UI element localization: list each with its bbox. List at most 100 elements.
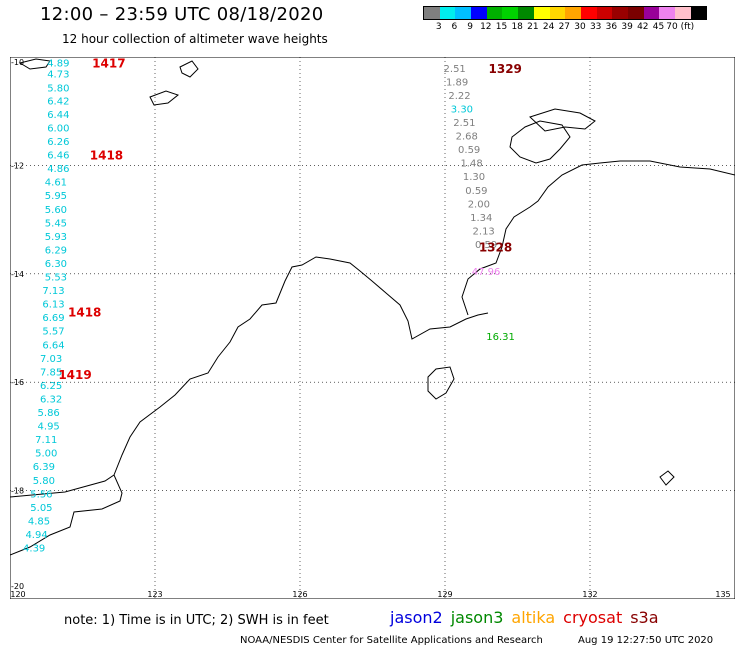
wave-height-reading: 0.59 — [465, 186, 487, 197]
wave-height-reading: 2.51 — [444, 64, 466, 75]
lon-tick-label: 120 — [10, 590, 25, 599]
wave-height-reading: 1.34 — [470, 213, 492, 224]
wave-height-reading: 1.89 — [446, 77, 468, 88]
pass-number-label: 1418 — [90, 149, 123, 163]
pass-number-label: 1419 — [58, 368, 91, 382]
wave-height-reading: 6.29 — [45, 245, 67, 256]
coastline-island-north-1 — [179, 60, 199, 78]
legend-label: 70 (ft) — [666, 22, 695, 32]
wave-height-reading: 4.89 — [47, 58, 69, 69]
satellite-legend-s3a: s3a — [630, 608, 659, 627]
pass-number-label: 1417 — [92, 57, 125, 70]
legend-label: 6 — [451, 22, 458, 32]
lat-tick-label: -14 — [11, 270, 24, 279]
wave-height-reading: 7.11 — [35, 435, 57, 446]
wave-height-reading: 3.30 — [451, 104, 473, 115]
legend-label: 42 — [637, 22, 649, 32]
wave-height-reading: 2.22 — [448, 91, 470, 102]
wave-height-reading: 6.42 — [47, 96, 69, 107]
wave-height-reading: 5.45 — [45, 218, 67, 229]
legend-swatch — [549, 7, 566, 19]
lat-tick-label: -20 — [11, 582, 24, 591]
legend-labels: 3 6 9 12 15 18 21 24 27 30 33 36 39 42 45 70 (ft) — [423, 20, 707, 32]
coastline-island-south — [659, 470, 675, 486]
satellite-legend-jason2: jason2 — [390, 608, 443, 627]
pass-number-label: 1418 — [68, 306, 101, 320]
legend-label: 12 — [480, 22, 492, 32]
wave-height-reading: 4.95 — [38, 422, 60, 433]
wave-height-reading: 7.85 — [40, 367, 62, 378]
wave-height-reading: 5.80 — [47, 83, 69, 94]
legend-label: 30 — [574, 22, 586, 32]
wave-height-reading: 2.51 — [453, 118, 475, 129]
axis-tick-labels: 120 123 126 129 132 135 -10 -12 -14 -16 -18 -20 — [10, 58, 730, 599]
wave-height-reading: 0.59 — [475, 240, 497, 251]
wave-height-reading: 4.85 — [28, 516, 50, 527]
legend-swatch — [486, 7, 503, 19]
legend-swatch — [612, 7, 628, 19]
legend-swatch — [533, 7, 550, 19]
legend-label: 27 — [558, 22, 571, 32]
page-title: 12:00 – 23:59 UTC 08/18/2020 — [40, 4, 324, 25]
wave-height-reading: 4.61 — [45, 178, 67, 189]
lat-tick-label: -10 — [11, 58, 24, 67]
wave-height-reading: 4.94 — [25, 530, 47, 541]
wave-height-reading: 0.59 — [458, 145, 480, 156]
wave-height-reading: 47.96 — [472, 267, 501, 278]
lon-tick-label: 129 — [437, 590, 452, 599]
wave-height-reading: 6.46 — [47, 151, 69, 162]
wave-height-color-legend: 3 6 9 12 15 18 21 24 27 30 33 36 39 42 45 70 (ft) — [423, 6, 708, 32]
wave-height-reading: 16.31 — [486, 332, 515, 343]
wave-height-reading: 6.00 — [47, 123, 69, 134]
legend-swatch — [518, 7, 534, 19]
legend-label: 3 — [435, 22, 442, 32]
legend-swatch — [627, 7, 644, 19]
wave-height-reading: 4.39 — [23, 544, 45, 555]
footer-note: note: 1) Time is in UTC; 2) SWH is in fe… — [64, 613, 329, 628]
legend-swatch — [565, 7, 581, 19]
wave-height-reading: 5.95 — [45, 191, 67, 202]
coastline-melville-island — [529, 108, 596, 132]
wave-height-reading: 2.00 — [468, 199, 490, 210]
legend-swatches — [423, 6, 708, 20]
satellite-legend: jason2 jason3 altika cryosat s3a — [390, 608, 667, 627]
wave-height-reading: 5.05 — [30, 503, 52, 514]
legend-swatch — [424, 7, 440, 19]
satellite-legend-jason3: jason3 — [450, 608, 504, 627]
legend-label: 33 — [589, 22, 602, 32]
credit-timestamp: Aug 19 12:27:50 UTC 2020 — [578, 635, 714, 646]
wave-height-reading: 6.39 — [33, 462, 55, 473]
legend-label: 21 — [527, 22, 539, 32]
credit-line: NOAA/NESDIS Center for Satellite Applica… — [240, 635, 543, 646]
wave-height-reading: 6.30 — [45, 259, 67, 270]
pass-labels: 1417 1418 1418 1419 1329 1328 — [58, 57, 522, 382]
lat-tick-label: -16 — [11, 378, 24, 387]
lon-tick-label: 132 — [582, 590, 597, 599]
wave-height-reading: 2.13 — [473, 226, 495, 237]
legend-swatch — [690, 7, 707, 19]
legend-swatch — [502, 7, 519, 19]
wave-height-reading: 5.60 — [45, 205, 67, 216]
legend-label: 9 — [467, 22, 473, 32]
wave-height-reading: 5.00 — [35, 449, 57, 460]
coastline-island-west — [18, 58, 51, 70]
satellite-legend-altika: altika — [511, 608, 556, 627]
coastline-mainland — [10, 160, 735, 556]
wave-height-reading: 6.26 — [47, 137, 69, 148]
satellite-legend-cryosat: cryosat — [563, 608, 623, 627]
lon-tick-label: 135 — [715, 590, 730, 599]
legend-label: 36 — [605, 22, 618, 32]
pass-number-label: 1329 — [489, 62, 522, 76]
legend-swatch — [439, 7, 456, 19]
wave-height-reading: 5.86 — [38, 408, 60, 419]
wave-height-reading: 1.30 — [463, 172, 485, 183]
coastline-peninsula — [509, 120, 571, 164]
wave-height-reading: 6.64 — [42, 340, 64, 351]
wave-height-reading: 5.53 — [45, 273, 67, 284]
coastline-island-bonaparte — [427, 366, 455, 400]
legend-swatch — [675, 7, 691, 19]
legend-swatch — [471, 7, 487, 19]
wave-height-reading: 5.93 — [45, 232, 67, 243]
wave-height-reading: 7.03 — [40, 354, 62, 365]
wave-height-reading: 7.13 — [42, 286, 64, 297]
